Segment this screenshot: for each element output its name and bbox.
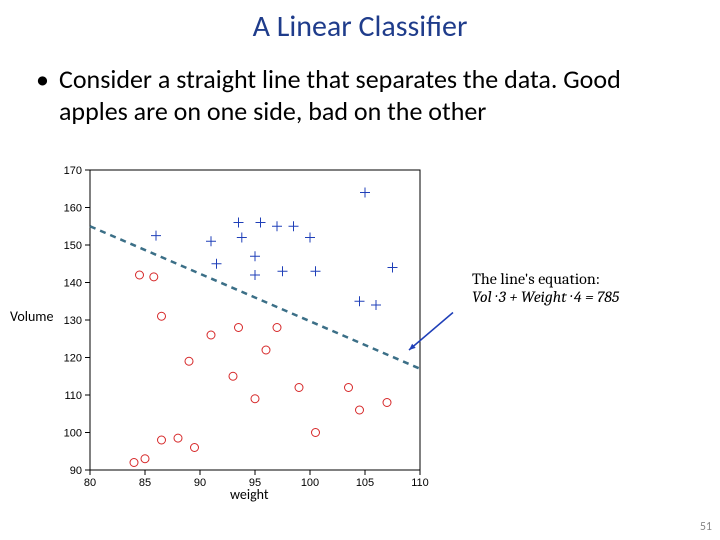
page-number: 51 (700, 520, 712, 534)
equation-expression: Vol · 3 + Weight · 4 = 785 (472, 288, 619, 306)
svg-text:100: 100 (64, 428, 82, 440)
svg-text:140: 140 (64, 278, 82, 290)
svg-text:120: 120 (64, 353, 82, 365)
svg-text:110: 110 (64, 390, 82, 402)
bullet-text: Consider a straight line that separates … (59, 63, 690, 127)
bullet-block: • Consider a straight line that separate… (0, 45, 720, 127)
svg-text:90: 90 (194, 477, 206, 489)
svg-text:100: 100 (301, 477, 319, 489)
svg-text:85: 85 (139, 477, 151, 489)
figure-area: Volume weight 80859095100105110901001101… (0, 160, 720, 520)
svg-text:160: 160 (64, 203, 82, 215)
svg-text:170: 170 (64, 165, 82, 177)
svg-text:105: 105 (356, 477, 374, 489)
equation-intro: The line's equation: (472, 270, 619, 288)
bullet-dot: • (30, 63, 49, 95)
svg-text:95: 95 (249, 477, 261, 489)
scatter-chart: 80 85 90 95 100 105 110 90 100 110 120 130 140 150 160… (0, 160, 470, 490)
svg-text:80: 80 (84, 477, 96, 489)
svg-text:110: 110 (411, 477, 429, 489)
svg-text:90: 90 (70, 465, 82, 477)
svg-text:130: 130 (64, 315, 82, 327)
svg-text:150: 150 (64, 240, 82, 252)
equation-block: The line's equation: Vol · 3 + Weight · … (472, 270, 619, 306)
page-title: A Linear Classifier (0, 0, 720, 45)
